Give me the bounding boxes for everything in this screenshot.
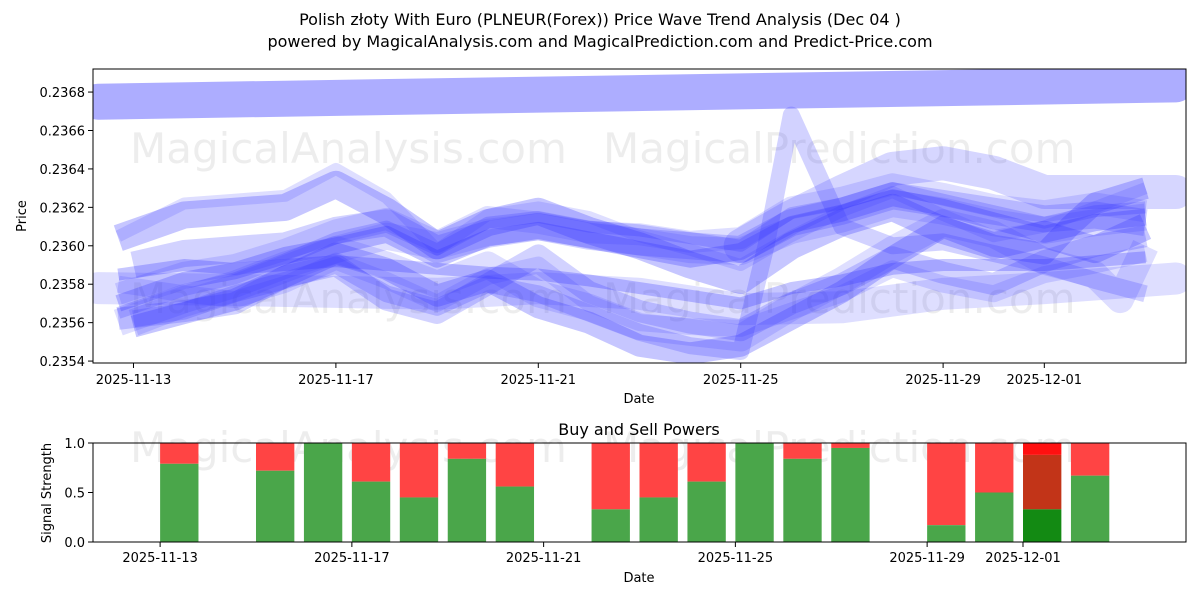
watermark-analysis-bottom: MagicalAnalysis.com (130, 423, 567, 472)
price-wave-6 (117, 251, 1146, 310)
watermark-analysis-lower: MagicalAnalysis.com (130, 274, 567, 323)
price-wave-8 (117, 225, 1148, 342)
sell-power-bar (687, 443, 726, 482)
signal-y-ticks: 0.0 0.5 1.0 (64, 437, 93, 551)
sell-power-bar (255, 443, 295, 471)
price-x-tick-label: 2025-11-17 (298, 373, 374, 388)
sell-power-bar (495, 443, 535, 487)
buy-power-bar (351, 481, 391, 542)
price-wave-lines (93, 69, 1186, 363)
price-y-tick-label: 0.2358 (40, 278, 86, 293)
sell-power-bar (927, 443, 966, 526)
price-x-tick-label: 2025-11-21 (501, 373, 577, 388)
sell-power-bar (591, 443, 630, 510)
sell-power-bar (160, 443, 199, 464)
buy-power-bar (495, 486, 535, 542)
buy-power-bar (160, 463, 199, 542)
signal-y-tick-label: 0.5 (64, 487, 85, 502)
price-x-tick-label: 2025-11-29 (905, 373, 981, 388)
price-plot-area (93, 69, 1186, 363)
sell-power-bar (1023, 454, 1062, 510)
price-wave-1 (113, 190, 1148, 336)
buy-power-bar (303, 443, 343, 542)
signal-y-axis-label: Signal Strength (40, 443, 55, 543)
price-y-tick-label: 0.2360 (40, 240, 86, 255)
buy-power-bar (975, 492, 1014, 542)
signal-y-tick-label: 0.0 (64, 536, 85, 551)
price-wave-9 (113, 170, 1152, 294)
price-wave-7 (117, 245, 1148, 337)
buy-power-bar (831, 447, 870, 542)
buy-power-bar (639, 497, 678, 542)
chart-title-line2: powered by MagicalAnalysis.com and Magic… (267, 32, 932, 51)
price-x-axis-label: Date (623, 392, 654, 407)
signal-bars (160, 443, 1110, 542)
price-y-ticks: 0.2354 0.2356 0.2358 0.2360 0.2362 0.2364 0.23… (40, 86, 93, 370)
price-y-tick-label: 0.2356 (40, 317, 86, 332)
price-y-tick-label: 0.2362 (40, 201, 86, 216)
buy-power-bar (927, 525, 966, 542)
price-wave-3 (115, 189, 1147, 312)
watermark-prediction-lower: MagicalPrediction.com (603, 274, 1076, 323)
price-plot-frame (92, 68, 1187, 364)
buy-power-bar (1023, 509, 1062, 542)
signal-x-tick-label: 2025-12-01 (985, 551, 1061, 566)
sell-power-bar (1070, 443, 1110, 476)
price-wave-11 (132, 106, 1148, 360)
price-x-ticks: 2025-11-13 2025-11-17 2025-11-21 2025-11-25… (96, 363, 1082, 388)
signal-x-tick-label: 2025-11-17 (314, 551, 390, 566)
price-wave-upper (723, 146, 1186, 263)
watermark-analysis-upper: MagicalAnalysis.com (130, 124, 567, 173)
price-x-tick-label: 2025-11-25 (703, 373, 779, 388)
price-x-tick-label: 2025-12-01 (1007, 373, 1083, 388)
signal-x-ticks: 2025-11-13 2025-11-17 2025-11-21 2025-11-25… (122, 542, 1061, 566)
price-panel: MagicalAnalysis.com MagicalPrediction.co… (15, 68, 1187, 407)
sell-power-bar (447, 443, 487, 459)
chart-title-line1: Polish złoty With Euro (PLNEUR(Forex)) P… (299, 10, 901, 29)
signal-x-tick-label: 2025-11-25 (698, 551, 774, 566)
buy-power-bar (591, 509, 630, 542)
sell-power-bar (783, 443, 822, 459)
signal-y-tick-label: 1.0 (64, 437, 85, 452)
price-x-tick-label: 2025-11-13 (96, 373, 172, 388)
price-y-tick-label: 0.2366 (40, 124, 86, 139)
buy-power-bar (783, 458, 822, 542)
sell-power-bar (351, 443, 391, 482)
sell-power-bar (399, 443, 439, 498)
price-wave-10 (115, 162, 1148, 271)
price-wave-2 (116, 182, 1146, 319)
buy-power-bar (399, 497, 439, 542)
price-y-tick-label: 0.2368 (40, 86, 86, 101)
price-wave-top (93, 69, 1186, 120)
price-watermarks: MagicalAnalysis.com MagicalPrediction.co… (130, 124, 1076, 323)
signal-chart-title: Buy and Sell Powers (558, 420, 720, 439)
price-wave-12 (130, 177, 1149, 363)
signal-x-axis-label: Date (623, 571, 654, 586)
buy-power-bar (1070, 475, 1110, 542)
sell-power-bar-strong (1023, 443, 1062, 455)
price-wave-13 (128, 209, 1158, 352)
sell-power-bar (831, 443, 870, 448)
price-y-axis-label: Price (15, 200, 30, 232)
price-wave-lower (93, 262, 1186, 326)
sell-power-bar (639, 443, 678, 498)
buy-power-bar (687, 481, 726, 542)
signal-x-tick-label: 2025-11-13 (122, 551, 198, 566)
price-y-tick-label: 0.2364 (40, 163, 86, 178)
signal-x-tick-label: 2025-11-29 (889, 551, 965, 566)
price-y-tick-label: 0.2354 (40, 355, 86, 370)
buy-power-bar (447, 458, 487, 542)
sell-power-bar (975, 443, 1014, 493)
watermark-prediction-upper: MagicalPrediction.com (603, 124, 1076, 173)
buy-power-bar (735, 443, 774, 542)
buy-power-bar (255, 470, 295, 542)
price-wave-4 (114, 173, 1148, 305)
signal-panel: Buy and Sell Powers MagicalAnalysis.com … (40, 420, 1187, 586)
price-wave-5 (130, 182, 1148, 279)
signal-x-tick-label: 2025-11-21 (506, 551, 582, 566)
